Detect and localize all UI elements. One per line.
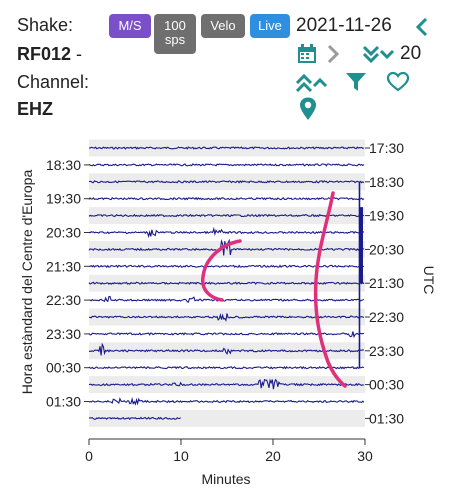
units-badge[interactable]: M/S [109,14,151,38]
trace-line [88,180,365,184]
band [89,308,365,326]
x-axis-title: Minutes [201,471,250,487]
left-tick-label: 18:30 [46,157,81,173]
left-tick-label: 01:30 [46,394,81,410]
left-tick-label: 20:30 [46,225,81,241]
calendar-icon[interactable] [296,43,318,65]
right-tick-label: 19:30 [369,208,404,224]
right-tick-label: 01:30 [369,410,404,426]
right-tick-label: 18:30 [369,174,404,190]
trace-line [88,378,365,390]
right-tick-label: 21:30 [369,275,404,291]
x-tick-label: 0 [85,448,93,464]
x-tick-label: 10 [173,448,189,464]
right-tick-label: 22:30 [369,309,404,325]
left-tick-label: 22:30 [46,292,81,308]
trace-line [88,163,365,167]
seismic-traces [88,146,365,421]
trace-line [88,342,364,356]
channel-name: EHZ [17,99,53,119]
helicorder-chart: 0 10 20 30 18:30 19:30 20:30 21:30 22:30 23:30 00… [19,139,437,487]
station-id: RF012 [17,44,72,64]
trace-line [88,226,365,239]
data-type-badge[interactable]: Velo [201,14,245,38]
heart-icon[interactable] [386,70,410,94]
trace-line [88,295,365,303]
right-tick-label: 23:30 [369,343,404,359]
station-dash: - [76,44,83,64]
trace-line [88,264,365,269]
date-display[interactable]: 2021-11-26 [296,15,392,36]
right-tick-label: 00:30 [369,377,404,393]
channel-label: Channel: [17,72,90,92]
annotation-line [313,191,347,388]
map-pin-icon[interactable] [297,96,319,122]
station-name: RF012 - [17,43,82,65]
trace-line [88,365,365,370]
trace-line [88,396,365,406]
right-axis-ticks: 17:30 18:30 19:30 20:30 21:30 22:30 23:30 00:30… [365,140,404,426]
left-tick-label: 21:30 [46,258,81,274]
left-tick-label: 23:30 [46,326,81,342]
right-tick-label: 17:30 [369,140,404,156]
y-axis-title-left: Hora estàndard del Centre d'Europa [19,170,35,395]
left-axis-ticks: 18:30 19:30 20:30 21:30 22:30 23:30 00:30 01:30 [46,157,89,410]
double-chevron-down-icon[interactable] [362,43,396,65]
left-tick-label: 00:30 [46,360,81,376]
trace-line [88,196,365,201]
trace-line [88,146,365,150]
trace-line [88,213,364,218]
x-axis-ticks: 0 10 20 30 [85,439,373,464]
trace-line [88,331,365,339]
filter-icon[interactable] [344,70,368,94]
shake-label: Shake: [17,15,74,35]
annotation-arc [201,239,242,302]
left-tick-label: 19:30 [46,191,81,207]
x-tick-label: 20 [265,448,281,464]
double-chevron-up-icon[interactable] [295,70,331,94]
trace-line [88,238,365,256]
x-tick-label: 30 [357,448,373,464]
sample-rate-badge[interactable]: 100 sps [154,14,196,54]
right-tick-label: 20:30 [369,241,404,257]
hand-drawn-annotations [201,191,347,388]
count-display: 20 [400,43,422,64]
live-badge[interactable]: Live [250,14,290,38]
band [89,409,365,427]
band [89,342,365,360]
chevron-left-icon[interactable] [414,16,430,38]
chevron-right-icon[interactable] [325,43,341,65]
y-axis-title-right: UTC [421,266,437,295]
trace-line [88,416,181,421]
trace-line [88,281,365,285]
